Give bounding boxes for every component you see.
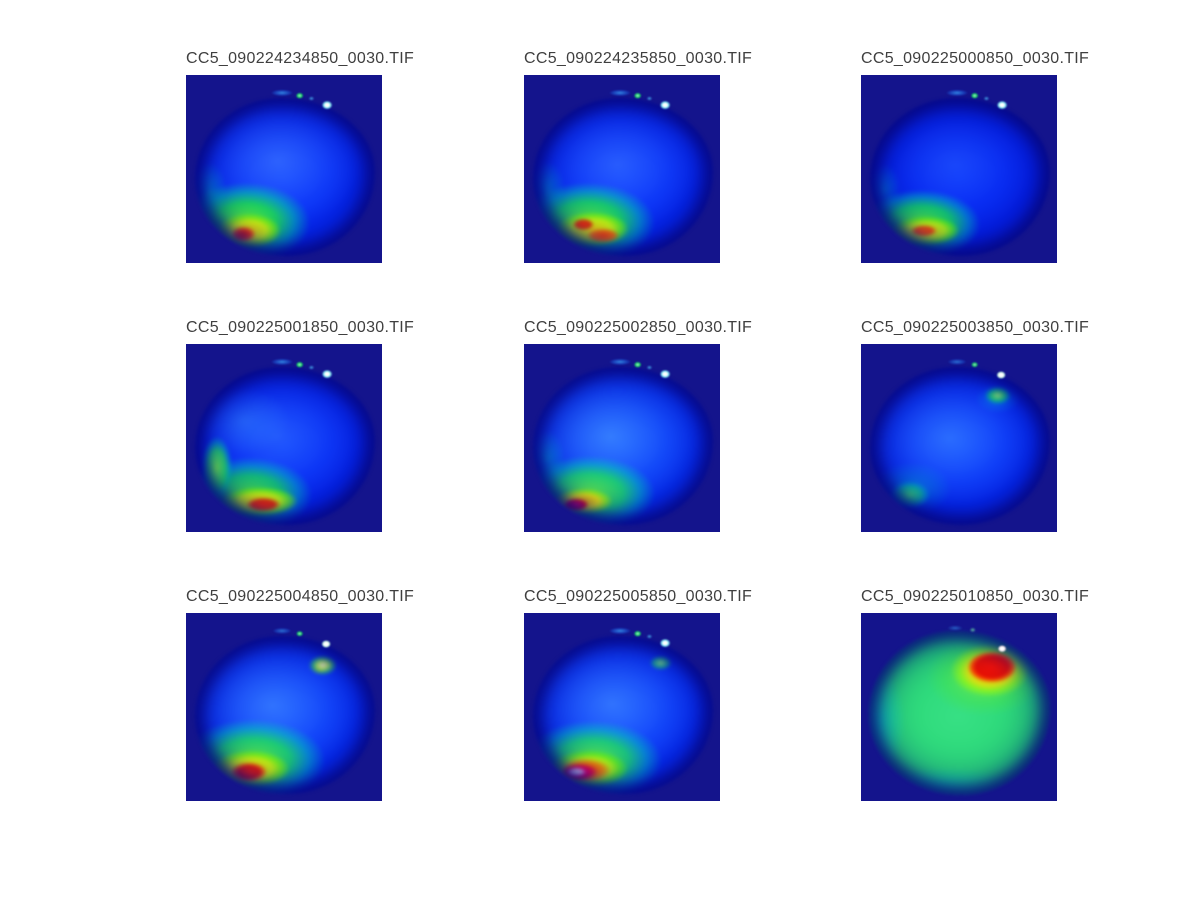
hot-specks-overlay xyxy=(524,75,720,263)
thermal-image xyxy=(861,344,1057,532)
subplot-title: CC5_090225005850_0030.TIF xyxy=(524,588,753,605)
subplot-7: CC5_090225004850_0030.TIF xyxy=(186,585,414,803)
subplot-8: CC5_090225005850_0030.TIF xyxy=(524,585,752,803)
hot-specks-overlay xyxy=(524,344,720,532)
thermal-image xyxy=(186,613,382,801)
hot-specks-overlay xyxy=(524,613,720,801)
subplot-9: CC5_090225010850_0030.TIF xyxy=(861,585,1089,803)
subplot-3: CC5_090225000850_0030.TIF xyxy=(861,47,1089,265)
hot-specks-overlay xyxy=(861,344,1057,532)
thermal-image xyxy=(186,344,382,532)
thermal-image xyxy=(524,613,720,801)
thermal-image xyxy=(861,75,1057,263)
hot-specks-overlay xyxy=(186,613,382,801)
subplot-title: CC5_090225000850_0030.TIF xyxy=(861,50,1090,67)
thermal-image xyxy=(524,344,720,532)
subplot-title: CC5_090224234850_0030.TIF xyxy=(186,50,415,67)
subplot-title: CC5_090225002850_0030.TIF xyxy=(524,319,753,336)
hot-specks-overlay xyxy=(186,344,382,532)
thermal-image xyxy=(524,75,720,263)
subplot-2: CC5_090224235850_0030.TIF xyxy=(524,47,752,265)
subplot-title: CC5_090225004850_0030.TIF xyxy=(186,588,415,605)
thermal-image xyxy=(861,613,1057,801)
thermal-image xyxy=(186,75,382,263)
hot-specks-overlay xyxy=(861,613,1057,801)
subplot-title: CC5_090224235850_0030.TIF xyxy=(524,50,753,67)
subplot-5: CC5_090225002850_0030.TIF xyxy=(524,316,752,534)
subplot-title: CC5_090225003850_0030.TIF xyxy=(861,319,1090,336)
subplot-4: CC5_090225001850_0030.TIF xyxy=(186,316,414,534)
hot-specks-overlay xyxy=(186,75,382,263)
subplot-title: CC5_090225010850_0030.TIF xyxy=(861,588,1090,605)
subplot-title: CC5_090225001850_0030.TIF xyxy=(186,319,415,336)
subplot-6: CC5_090225003850_0030.TIF xyxy=(861,316,1089,534)
subplot-1: CC5_090224234850_0030.TIF xyxy=(186,47,414,265)
hot-specks-overlay xyxy=(861,75,1057,263)
